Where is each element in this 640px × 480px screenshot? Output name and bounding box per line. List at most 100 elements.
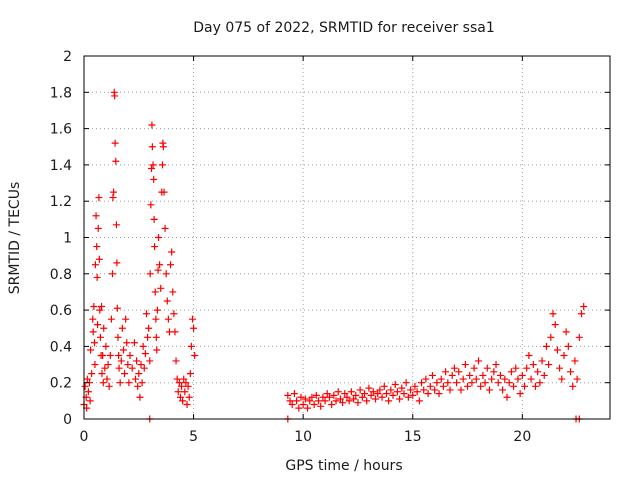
data-point [371, 395, 379, 403]
data-point [575, 333, 583, 341]
data-point [130, 339, 138, 347]
data-point [514, 375, 522, 383]
data-point [151, 243, 159, 251]
data-point [345, 397, 353, 405]
data-point [113, 304, 121, 312]
data-point [153, 346, 161, 354]
data-point [162, 270, 170, 278]
data-point [89, 328, 97, 336]
data-point [558, 375, 566, 383]
data-point [132, 375, 140, 383]
data-point [380, 382, 388, 390]
data-point [125, 379, 133, 387]
data-point [304, 404, 312, 412]
y-tick-label: 1.6 [50, 122, 72, 138]
data-point [461, 361, 469, 369]
data-point [158, 161, 166, 169]
data-point [99, 379, 107, 387]
data-point [88, 370, 96, 378]
data-point [525, 351, 533, 359]
y-tick-label: 1.2 [50, 194, 72, 210]
data-point [117, 357, 125, 365]
data-point [328, 400, 336, 408]
axis-ticks [83, 55, 610, 420]
data-point [174, 388, 182, 396]
data-point [442, 368, 450, 376]
data-point [144, 333, 152, 341]
data-point [562, 328, 570, 336]
data-point [365, 384, 373, 392]
data-point [179, 397, 187, 405]
data-point [180, 375, 188, 383]
data-point [332, 397, 340, 405]
data-point [435, 390, 443, 398]
data-point [115, 364, 123, 372]
data-point [542, 342, 550, 350]
data-point [150, 215, 158, 223]
data-point [485, 386, 493, 394]
data-point [286, 397, 294, 405]
y-tick-label: 0.2 [50, 376, 72, 392]
data-point [122, 315, 130, 323]
data-point [358, 393, 366, 401]
data-point [119, 346, 127, 354]
data-point [323, 390, 331, 398]
data-point [564, 342, 572, 350]
data-point [538, 357, 546, 365]
data-point [501, 375, 509, 383]
data-point [110, 188, 118, 196]
data-point [90, 302, 98, 310]
data-point [86, 397, 94, 405]
data-point [109, 194, 117, 202]
data-point [477, 382, 485, 390]
data-point [107, 315, 115, 323]
data-point [361, 390, 369, 398]
data-point [102, 342, 110, 350]
data-point [505, 379, 513, 387]
data-point [161, 224, 169, 232]
data-point [378, 393, 386, 401]
data-point [415, 397, 423, 405]
data-point [475, 357, 482, 365]
data-point [400, 390, 408, 398]
data-point [354, 399, 362, 407]
data-point [496, 371, 504, 379]
data-point [186, 370, 194, 378]
data-point [402, 379, 410, 387]
data-point [104, 361, 112, 369]
data-point [91, 261, 99, 269]
data-point [518, 371, 526, 379]
data-point [157, 284, 165, 292]
data-point [89, 315, 97, 323]
data-point [115, 351, 123, 359]
data-point [187, 342, 195, 350]
data-point [176, 393, 184, 401]
x-axis-label: GPS time / hours [285, 458, 402, 474]
data-point [481, 379, 489, 387]
data-point [93, 243, 101, 251]
data-point [99, 351, 107, 359]
data-point [464, 382, 472, 390]
data-point [512, 364, 520, 372]
data-point [152, 333, 160, 341]
data-point [164, 315, 172, 323]
data-point [295, 404, 303, 412]
data-point [534, 368, 542, 376]
data-point [317, 402, 325, 410]
data-point [284, 391, 292, 399]
data-point [100, 324, 108, 332]
data-point [123, 339, 131, 347]
y-tick-label: 0 [63, 412, 72, 428]
y-tick-label: 1 [63, 231, 72, 247]
data-point [134, 382, 142, 390]
data-point [87, 346, 95, 354]
data-point [150, 175, 158, 183]
data-point [450, 364, 458, 372]
data-point [181, 388, 189, 396]
data-point [531, 382, 539, 390]
data-point [153, 306, 161, 314]
data-point [91, 339, 99, 347]
data-point [95, 255, 103, 263]
data-point [433, 379, 441, 387]
data-point [455, 368, 463, 376]
